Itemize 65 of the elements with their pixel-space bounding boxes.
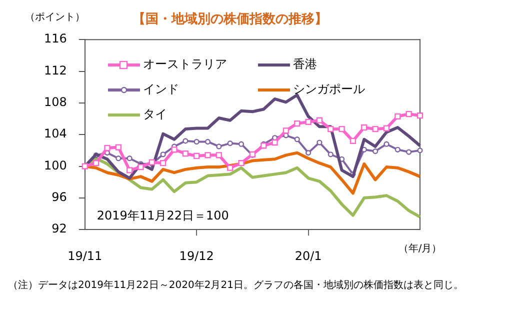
point [115, 144, 122, 150]
y-tick-label: 100 [44, 158, 67, 172]
point [104, 144, 110, 152]
point [204, 138, 211, 145]
y-tick-label: 112 [44, 63, 67, 78]
x-tick-label: 20/1 [294, 248, 322, 263]
legend-label: タイ [143, 106, 167, 123]
y-tick-label: 92 [52, 222, 67, 236]
point [238, 141, 244, 147]
point [160, 152, 166, 158]
point [216, 152, 222, 158]
y-axis-title: （ポイント） [24, 12, 85, 23]
point [238, 160, 244, 166]
point [384, 141, 390, 147]
point [227, 140, 233, 146]
point [182, 138, 188, 144]
point [227, 164, 234, 171]
point [116, 156, 122, 162]
point [194, 138, 200, 145]
point [182, 150, 189, 157]
point [383, 125, 390, 132]
point [138, 164, 144, 170]
text: （注）データは2019年11月22日～2020年2月21日。グラフの各国・地域別の株価指数は表と同じ。 [8, 278, 464, 292]
y-tick-label: 108 [44, 95, 67, 110]
point [204, 152, 211, 158]
point [306, 150, 312, 156]
point [416, 112, 424, 119]
point [294, 136, 300, 142]
x-tick-label: 19/12 [179, 248, 214, 263]
point [394, 146, 400, 152]
point [372, 148, 378, 154]
point [417, 148, 423, 154]
legend-label: インド [143, 81, 179, 98]
x-tick-label: 19/11 [68, 248, 102, 263]
point [361, 124, 368, 131]
chart-title: 【国・地域別の株価指数の推移】 [132, 11, 328, 28]
point [328, 126, 334, 132]
point [350, 138, 356, 144]
point [171, 146, 178, 153]
point [406, 110, 412, 118]
x-axis-title: （年/月） [398, 242, 442, 255]
point [305, 118, 312, 126]
point [394, 113, 401, 120]
legend-label: オーストラリア [143, 56, 227, 73]
point [93, 160, 100, 166]
point [406, 149, 412, 155]
point [316, 117, 323, 124]
point [216, 144, 222, 150]
point [372, 126, 378, 132]
legend-label: 香港 [293, 56, 317, 73]
legend-label: シンガポール [293, 81, 365, 98]
point [328, 152, 334, 158]
point [272, 139, 278, 146]
point [282, 128, 290, 134]
point [126, 156, 132, 162]
point [126, 167, 133, 174]
y-tick-label: 116 [44, 32, 67, 46]
y-tick-label: 96 [52, 190, 67, 204]
annotation: 2019年11月22日＝100 [96, 208, 229, 223]
point [338, 126, 345, 132]
point [160, 160, 166, 166]
point [194, 152, 200, 160]
point [316, 140, 322, 146]
point [294, 120, 300, 127]
y-tick-label: 104 [44, 126, 67, 141]
